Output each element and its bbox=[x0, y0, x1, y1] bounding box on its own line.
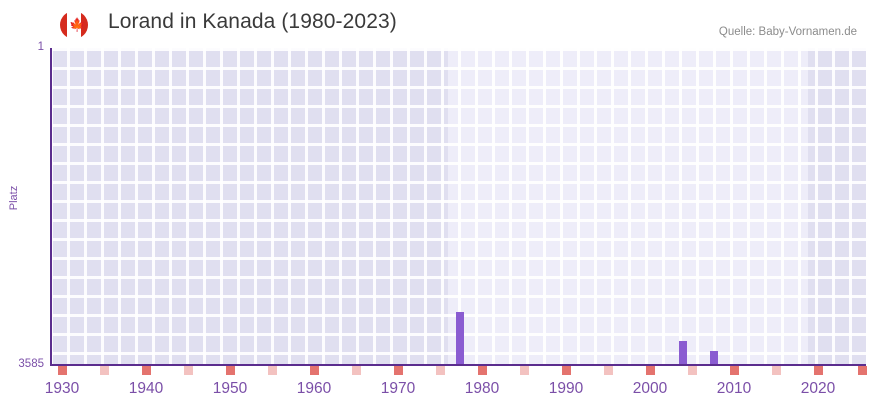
x-axis-label-1980: 1980 bbox=[464, 380, 500, 397]
x-axis-label-1960: 1960 bbox=[296, 380, 332, 397]
x-tick-1965 bbox=[352, 366, 361, 375]
y-axis-tick-top: 1 bbox=[37, 41, 44, 53]
x-tick-2005 bbox=[688, 366, 697, 375]
x-tick-2010 bbox=[730, 366, 739, 375]
canada-flag-icon: 🍁 bbox=[60, 11, 88, 39]
x-tick-1945 bbox=[184, 366, 193, 375]
x-tick-1985 bbox=[520, 366, 529, 375]
x-tick-1960 bbox=[310, 366, 319, 375]
background-band-middle bbox=[448, 48, 808, 364]
x-axis-label-1950: 1950 bbox=[212, 380, 248, 397]
page-title: Lorand in Kanada (1980-2023) bbox=[108, 10, 397, 33]
background-band-late bbox=[808, 48, 866, 364]
flag-right-band bbox=[81, 11, 88, 39]
x-tick-1990 bbox=[562, 366, 571, 375]
x-tick-1930 bbox=[58, 366, 67, 375]
maple-leaf-icon: 🍁 bbox=[69, 17, 86, 32]
x-axis-label-2010: 2010 bbox=[716, 380, 752, 397]
x-axis-line bbox=[50, 364, 866, 366]
x-tick-1975 bbox=[436, 366, 445, 375]
y-axis-line bbox=[50, 48, 52, 365]
x-axis-label-1940: 1940 bbox=[128, 380, 164, 397]
x-tick-2023 bbox=[858, 366, 867, 375]
chart-header: 🍁 Lorand in Kanada (1980-2023) Quelle: B… bbox=[0, 0, 873, 44]
flag-left-band bbox=[60, 11, 67, 39]
x-tick-2015 bbox=[772, 366, 781, 375]
x-tick-1970 bbox=[394, 366, 403, 375]
x-tick-1980 bbox=[478, 366, 487, 375]
x-tick-1995 bbox=[604, 366, 613, 375]
flag-middle-band bbox=[67, 11, 81, 39]
chart-plot-area bbox=[50, 48, 866, 364]
x-axis-label-2000: 2000 bbox=[632, 380, 668, 397]
y-axis-title: Platz bbox=[8, 185, 20, 211]
source-attribution: Quelle: Baby-Vornamen.de bbox=[718, 26, 857, 38]
x-tick-2020 bbox=[814, 366, 823, 375]
x-tick-1940 bbox=[142, 366, 151, 375]
background-band-early bbox=[50, 48, 448, 364]
x-tick-1950 bbox=[226, 366, 235, 375]
x-axis-label-1970: 1970 bbox=[380, 380, 416, 397]
x-tick-2000 bbox=[646, 366, 655, 375]
x-axis-label-2020: 2020 bbox=[800, 380, 836, 397]
x-axis-label-1930: 1930 bbox=[44, 380, 80, 397]
x-tick-1935 bbox=[100, 366, 109, 375]
x-tick-1955 bbox=[268, 366, 277, 375]
y-axis-tick-bottom: 3585 bbox=[18, 358, 44, 370]
bar-1978[interactable] bbox=[456, 312, 464, 364]
bar-2006[interactable] bbox=[679, 341, 687, 364]
bar-2010[interactable] bbox=[710, 351, 718, 364]
x-axis-label-1990: 1990 bbox=[548, 380, 584, 397]
